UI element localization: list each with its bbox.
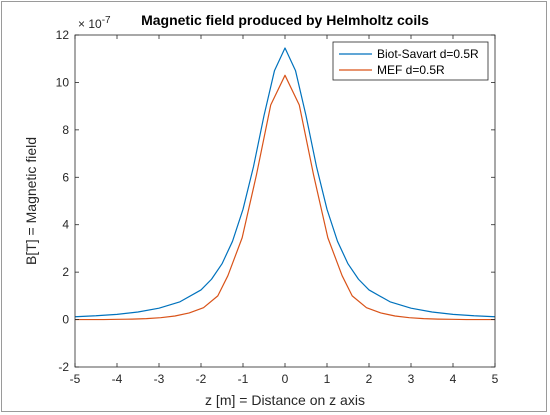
chart-title: Magnetic field produced by Helmholtz coi… bbox=[141, 12, 429, 28]
y-tick-label: 12 bbox=[56, 28, 70, 42]
x-tick-label: 3 bbox=[408, 372, 415, 386]
x-tick-label: 4 bbox=[450, 372, 457, 386]
series-line-mef bbox=[75, 74, 495, 321]
y-tick-label: 8 bbox=[62, 123, 69, 137]
x-tick-label: 1 bbox=[324, 372, 331, 386]
legend-label-mef: MEF d=0.5R bbox=[377, 63, 445, 77]
y-tick-label: -2 bbox=[58, 360, 69, 374]
y-exponent-base: × 10 bbox=[78, 17, 102, 31]
y-axis-label: B[T] = Magnetic field bbox=[23, 137, 39, 265]
x-tick-label: -5 bbox=[70, 372, 81, 386]
plot-area bbox=[75, 35, 495, 367]
legend: Biot-Savart d=0.5R MEF d=0.5R bbox=[332, 41, 489, 81]
y-tick-label: 6 bbox=[62, 170, 69, 184]
legend-label-biot-savart: Biot-Savart d=0.5R bbox=[377, 47, 479, 61]
y-exponent-label: × 10-7 bbox=[78, 15, 111, 31]
series-line-biot-savart bbox=[74, 47, 496, 318]
y-tick-label: 10 bbox=[56, 75, 70, 89]
x-tick-label: 0 bbox=[282, 372, 289, 386]
x-tick-label: 5 bbox=[492, 372, 499, 386]
y-tick-label: 4 bbox=[62, 218, 69, 232]
x-tick-label: -1 bbox=[238, 372, 249, 386]
series-layer bbox=[74, 47, 496, 321]
y-exponent-power: -7 bbox=[102, 15, 111, 26]
plot-box bbox=[74, 34, 496, 368]
y-tick-label: 0 bbox=[62, 313, 69, 327]
x-tick-label: -3 bbox=[154, 372, 165, 386]
x-tick-label: -4 bbox=[112, 372, 123, 386]
x-tick-label: -2 bbox=[196, 372, 207, 386]
x-tick-label: 2 bbox=[366, 372, 373, 386]
y-tick-label: 2 bbox=[62, 265, 69, 279]
legend-box bbox=[332, 41, 489, 81]
x-axis-label: z [m] = Distance on z axis bbox=[205, 392, 365, 408]
